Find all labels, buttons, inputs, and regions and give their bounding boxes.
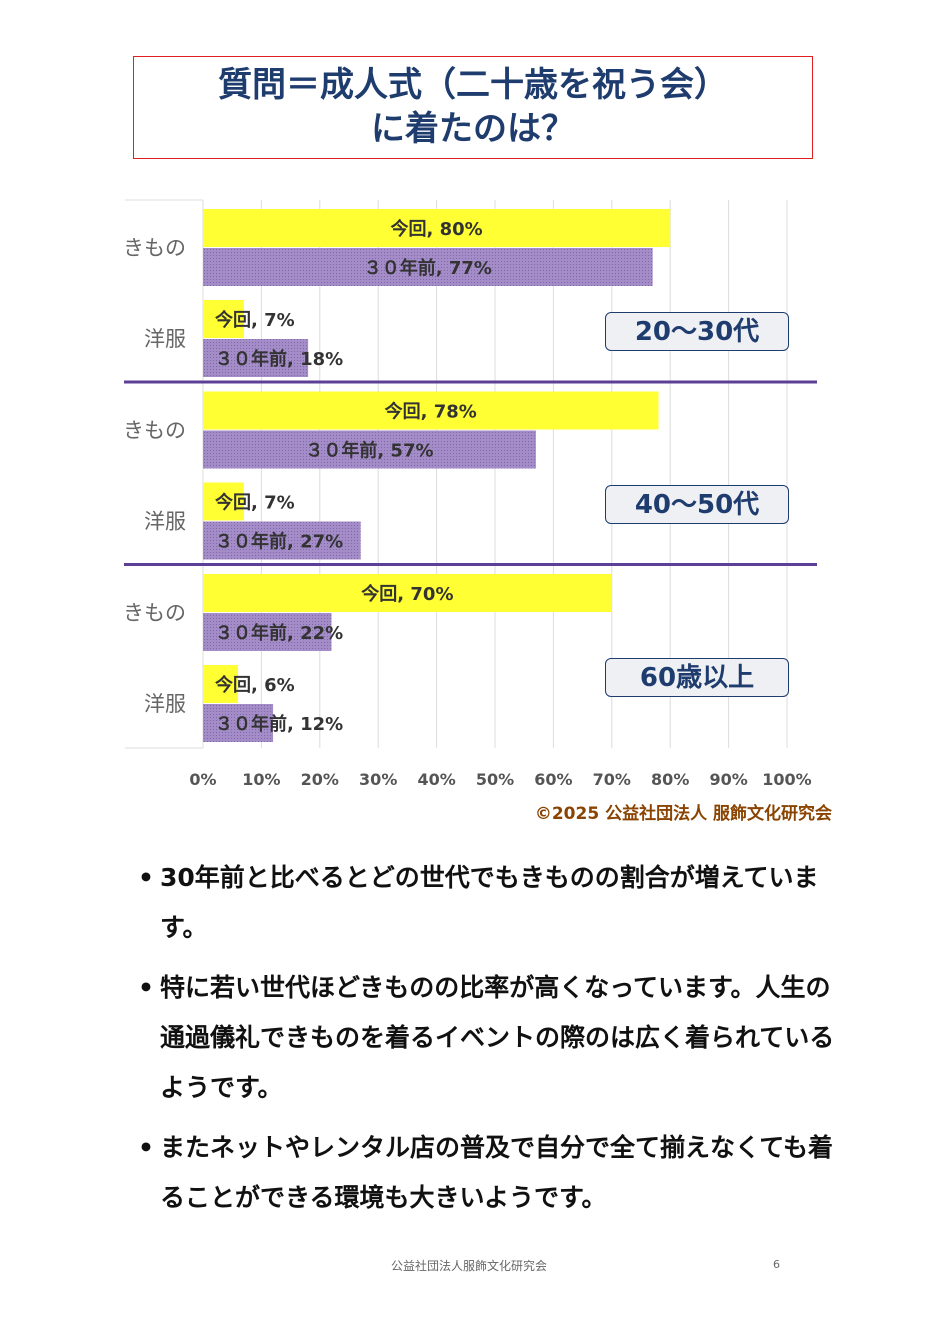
bar-30-years-ago xyxy=(203,248,653,286)
data-label: ３０年前, 12% xyxy=(215,713,343,735)
x-tick-label: 100% xyxy=(762,770,811,789)
bullet-item: • 特に若い世代ほどきものの比率が高くなっています。人生の通過儀礼できものを着るイ… xyxy=(138,963,838,1113)
bar-chart: 0% 10% 20% 30% 40% 50% 60% 70% 80% 90% 100%きもの今回, … xyxy=(123,199,817,789)
bar-current xyxy=(203,391,659,430)
x-tick-label: 10% xyxy=(242,770,280,789)
title-line-1: 質問＝成人式（二十歳を祝う会） xyxy=(218,65,728,105)
category-label: きもの xyxy=(123,419,186,443)
bar-30-years-ago xyxy=(203,339,309,377)
data-label: 今回, 80% xyxy=(390,218,482,240)
bullet-dot: • xyxy=(138,1133,154,1162)
data-label: 今回, 7% xyxy=(215,309,295,331)
bar-current xyxy=(203,574,612,612)
data-label: ３０年前, 22% xyxy=(215,622,343,644)
bullet-text: 30年前と比べるとどの世代でもきものの割合が増えています。 xyxy=(160,863,819,942)
bar-30-years-ago xyxy=(203,613,332,651)
x-tick-label: 0% xyxy=(189,770,216,789)
x-tick-label: 30% xyxy=(359,770,397,789)
x-tick-label: 60% xyxy=(534,770,572,789)
bar-current xyxy=(203,300,244,338)
category-label: 洋服 xyxy=(144,327,186,351)
data-label: ３０年前, 18% xyxy=(215,348,343,370)
bar-30-years-ago xyxy=(203,704,274,742)
page-number: 6 xyxy=(773,1258,780,1271)
bullet-text: 特に若い世代ほどきものの比率が高くなっています。人生の通過儀礼できものを着るイベ… xyxy=(160,973,835,1102)
x-tick-label: 50% xyxy=(476,770,514,789)
bar-30-years-ago xyxy=(203,521,361,560)
data-label: 今回, 78% xyxy=(385,401,477,423)
x-tick-label: 40% xyxy=(417,770,455,789)
data-label: 今回, 7% xyxy=(215,492,295,514)
bullet-item: • 30年前と比べるとどの世代でもきものの割合が増えています。 xyxy=(138,853,838,953)
age-group-label: 40〜50代 xyxy=(605,485,789,524)
x-tick-label: 90% xyxy=(709,770,747,789)
bar-current xyxy=(203,665,239,703)
bullet-dot: • xyxy=(138,973,154,1002)
x-tick-label: 80% xyxy=(651,770,689,789)
age-group-label: 60歳以上 xyxy=(605,658,789,697)
footer-org: 公益社団法人服飾文化研究会 xyxy=(390,1259,547,1273)
data-label: ３０年前, 27% xyxy=(215,531,343,553)
data-label: 今回, 6% xyxy=(215,674,295,696)
category-label: きもの xyxy=(123,601,186,625)
bar-current xyxy=(203,482,244,521)
x-tick-label: 20% xyxy=(301,770,339,789)
title-box: 質問＝成人式（二十歳を祝う会） に着たのは？ xyxy=(133,56,813,159)
bullet-item: • またネットやレンタル店の普及で自分で全て揃えなくても着ることができる環境も大き… xyxy=(138,1123,838,1223)
category-label: 洋服 xyxy=(144,510,186,534)
x-tick-label: 70% xyxy=(593,770,631,789)
bullet-dot: • xyxy=(138,863,154,892)
category-label: きもの xyxy=(123,236,186,260)
data-label: ３０年前, 77% xyxy=(364,257,492,279)
data-label: ３０年前, 57% xyxy=(305,440,433,462)
data-label: 今回, 70% xyxy=(361,583,453,605)
bullet-text: またネットやレンタル店の普及で自分で全て揃えなくても着ることができる環境も大きい… xyxy=(160,1133,834,1212)
title-line-2: に着たのは？ xyxy=(371,109,575,149)
category-label: 洋服 xyxy=(144,692,186,716)
bar-current xyxy=(203,209,671,247)
copyright-credit: ©2025 公益社団法人 服飾文化研究会 xyxy=(534,804,832,824)
age-group-label: 20〜30代 xyxy=(605,312,789,351)
bullet-list: • 30年前と比べるとどの世代でもきものの割合が増えています。 • 特に若い世代ほど… xyxy=(138,853,838,1233)
bar-30-years-ago xyxy=(203,430,536,469)
